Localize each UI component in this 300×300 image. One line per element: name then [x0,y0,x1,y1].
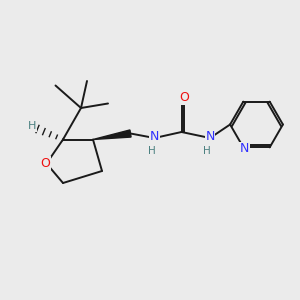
Text: N: N [150,130,159,143]
Text: N: N [240,142,250,155]
Text: H: H [203,146,211,156]
Text: O: O [179,91,189,104]
Polygon shape [93,130,131,140]
Text: N: N [205,130,215,143]
Text: H: H [148,146,155,156]
Text: O: O [40,157,50,170]
Text: H: H [28,121,36,131]
